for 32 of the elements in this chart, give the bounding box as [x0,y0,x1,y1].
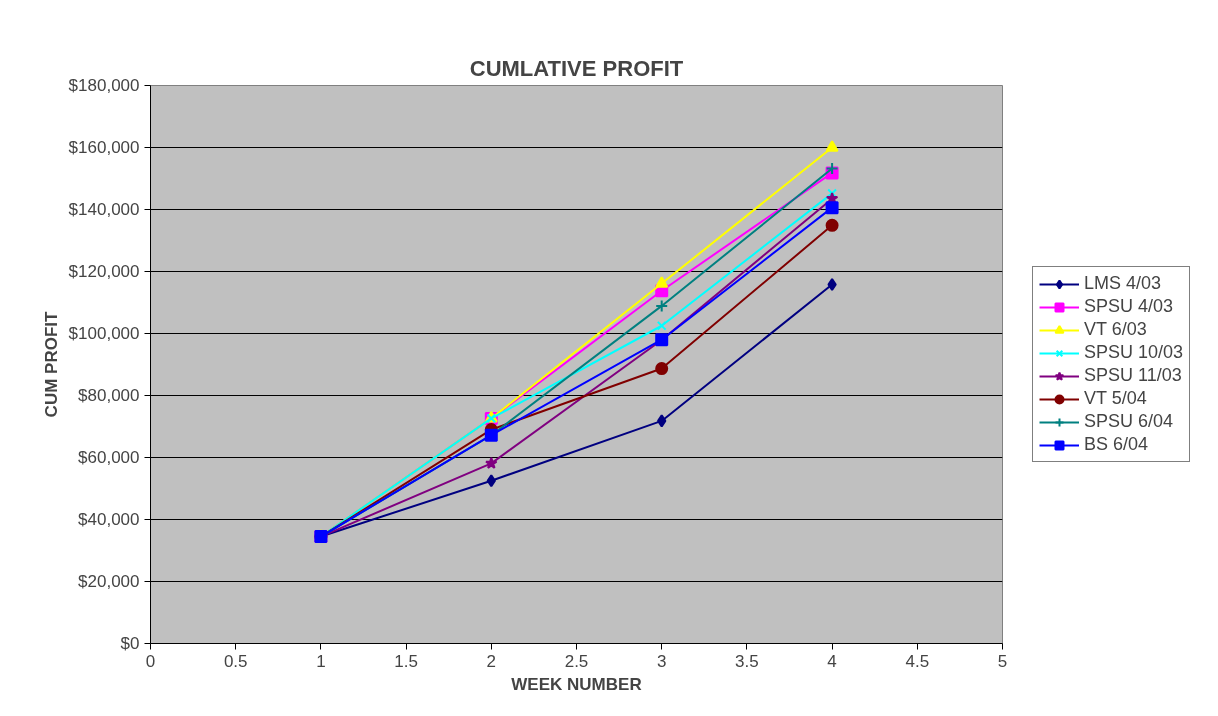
y-tick-label: $80,000 [78,386,140,405]
y-tick-label: $120,000 [68,262,140,281]
legend-label: LMS 4/03 [1084,273,1162,294]
y-tick-label: $0 [120,634,140,653]
x-tick-label: 4 [827,651,837,671]
y-tick-label: $20,000 [78,572,140,591]
legend-label: SPSU 6/04 [1084,411,1174,432]
legend-label: BS 6/04 [1084,434,1149,455]
y-tick-label: $100,000 [68,324,140,343]
x-tick-label: 0 [145,651,156,671]
x-tick-label: 4.5 [905,651,930,671]
legend-label: VT 5/04 [1084,388,1147,409]
y-tick-label: $60,000 [78,448,140,467]
y-axis-title: CUM PROFIT [41,311,61,418]
x-tick-label: 2 [486,651,497,671]
x-tick-label: 3 [656,651,667,671]
x-tick-label: 0.5 [223,651,248,671]
x-tick-label: 5 [997,651,1008,671]
y-tick-label: $140,000 [68,200,140,219]
y-tick-label: $40,000 [78,510,140,529]
y-tick-label: $160,000 [68,138,140,157]
x-tick-label: 3.5 [735,651,759,671]
legend-label: SPSU 4/03 [1084,296,1174,317]
legend-label: SPSU 10/03 [1084,342,1184,363]
x-tick-label: 1.5 [394,651,418,671]
y-tick-label: $180,000 [68,76,140,95]
x-tick-label: 1 [316,651,326,671]
chart-title: CUMLATIVE PROFIT [469,55,684,81]
legend-label: SPSU 11/03 [1084,365,1182,386]
x-axis-title: WEEK NUMBER [511,674,642,694]
x-tick-label: 2.5 [564,651,589,671]
legend-label: VT 6/03 [1084,319,1147,340]
